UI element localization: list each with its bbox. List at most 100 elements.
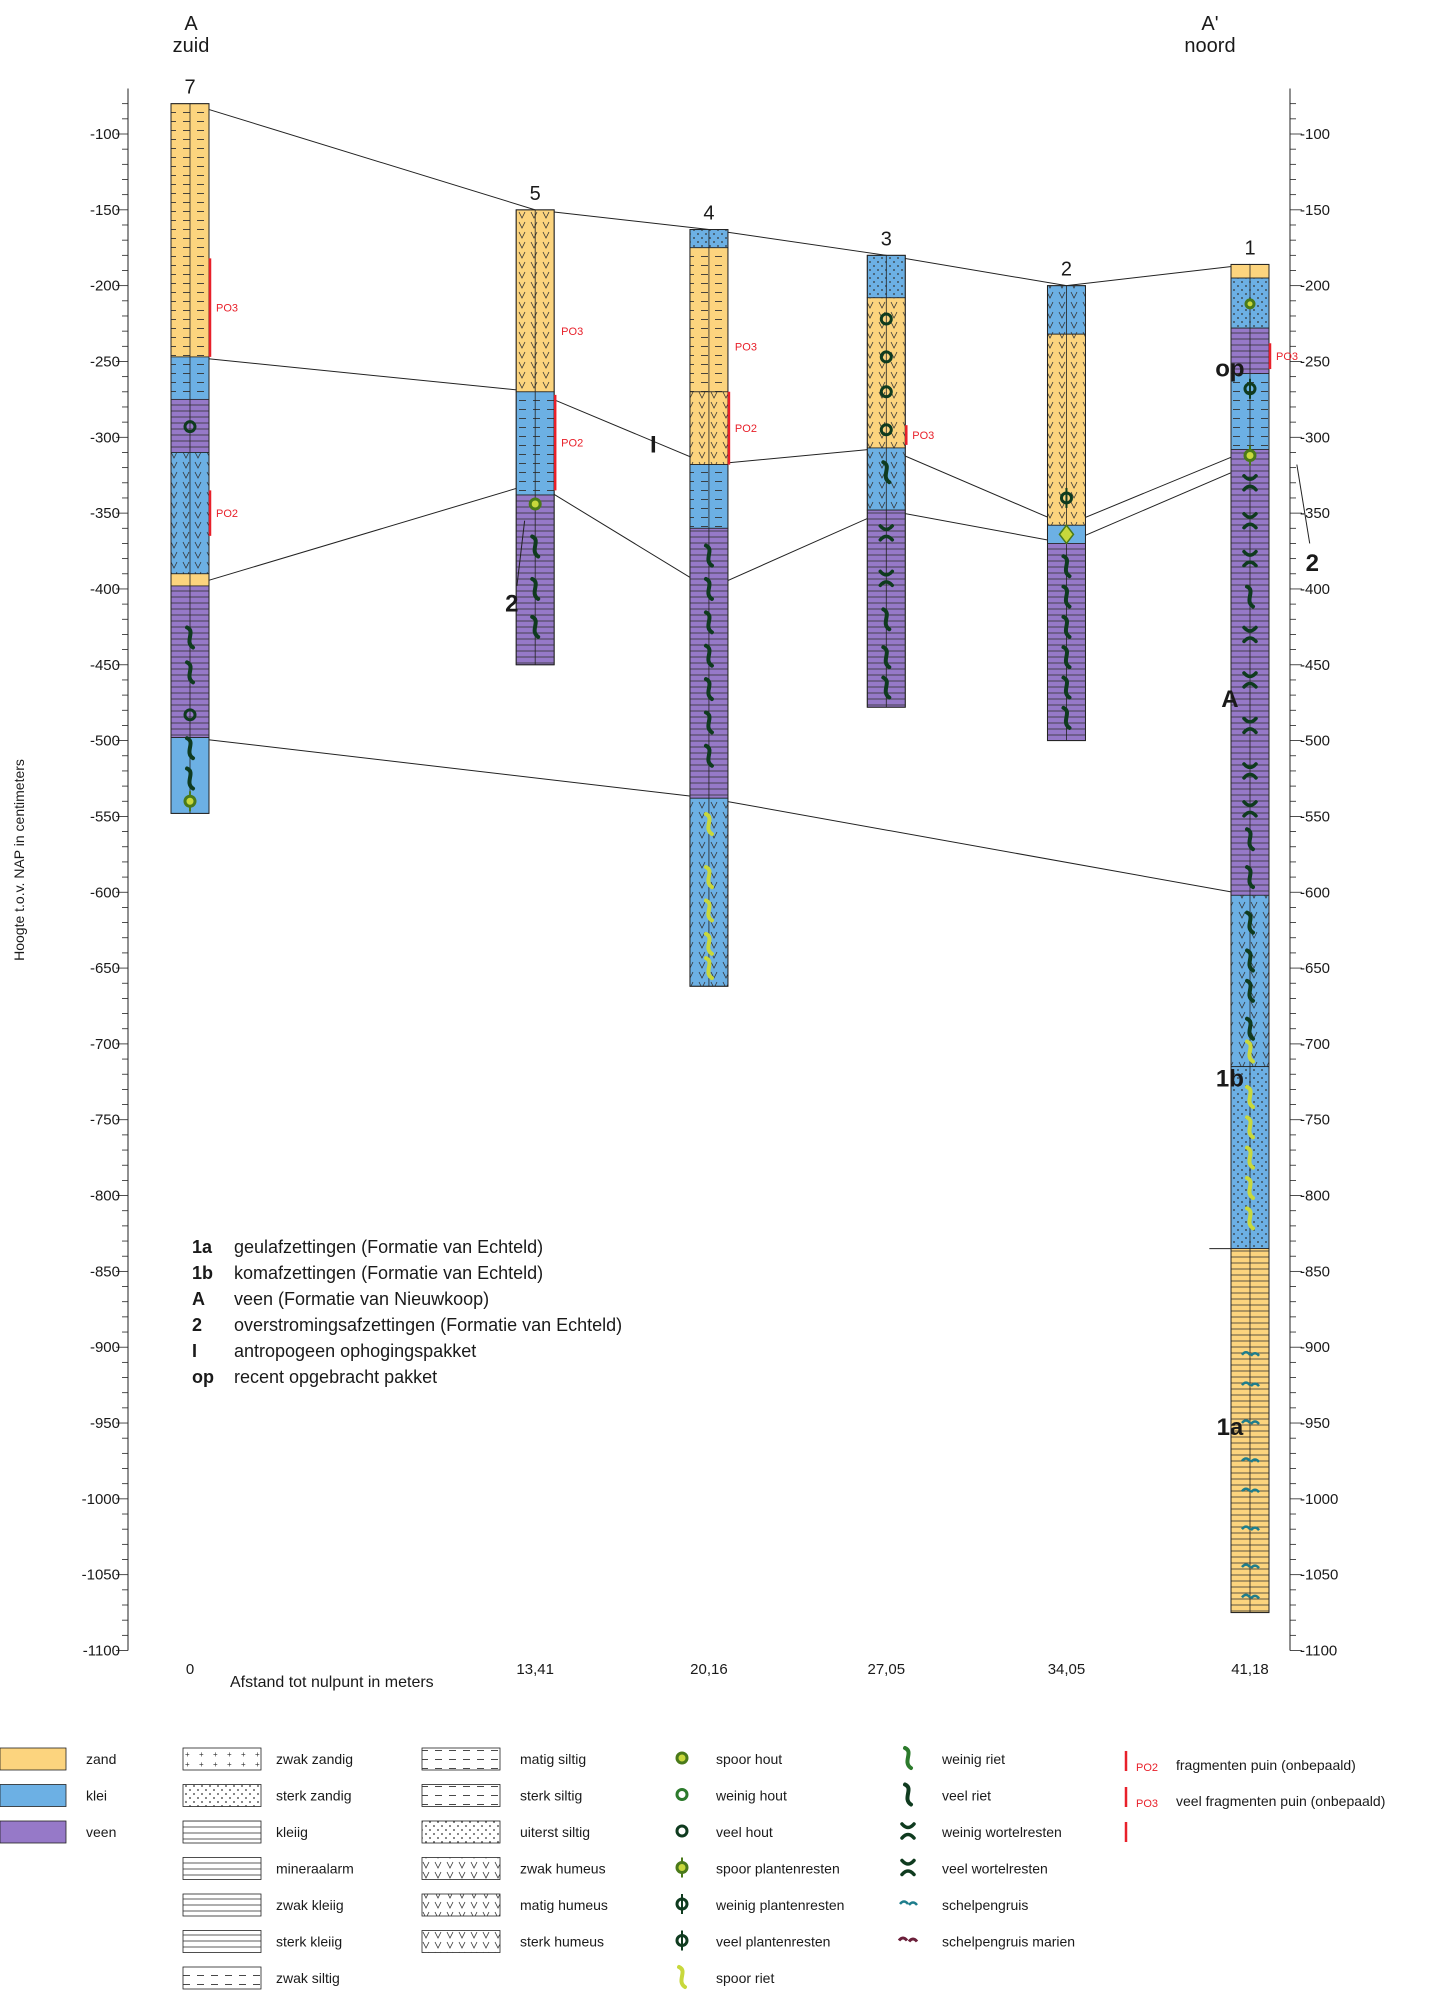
left-tick-label: -950: [90, 1415, 120, 1432]
po-label: PO2: [561, 438, 583, 450]
right-tick-label: -450: [1300, 657, 1330, 674]
hout-icon: [675, 1788, 689, 1801]
riet-icon: [185, 660, 195, 685]
legend-label: spoor hout: [716, 1751, 782, 1767]
legend-pattern-mineraalarm: [183, 1857, 261, 1880]
left-tick-label: -700: [90, 1036, 120, 1053]
header-left-letter: A: [184, 13, 198, 35]
riet-icon: [1061, 705, 1072, 730]
legend-label: weinig wortelresten: [941, 1824, 1062, 1840]
riet-icon: [881, 675, 892, 700]
legend-pattern-sterk_zandig: [183, 1784, 261, 1807]
legend-label: weinig riet: [941, 1751, 1005, 1767]
shell-icon: [1241, 1457, 1260, 1463]
left-tick-label: -1100: [83, 1643, 120, 1660]
right-tick-label: -900: [1300, 1339, 1330, 1356]
left-tick-label: -850: [90, 1263, 120, 1280]
borehole-number: 4: [703, 203, 714, 225]
legend-label: zand: [86, 1751, 116, 1767]
right-tick-label: -950: [1300, 1415, 1330, 1432]
distance-label: 13,41: [516, 1661, 554, 1678]
right-tick-label: -350: [1300, 505, 1330, 522]
riet-icon: [703, 543, 714, 568]
unit-label: 1a: [1217, 1414, 1244, 1441]
header: A zuid A' noord: [173, 13, 1236, 57]
hout-icon: [879, 350, 893, 364]
wortel-icon: [878, 524, 895, 542]
unit-legend-text: overstromingsafzettingen (Formatie van E…: [234, 1315, 622, 1335]
riet-icon: [703, 576, 714, 601]
riet-icon: [530, 534, 541, 559]
left-tick-label: -750: [90, 1112, 120, 1129]
left-tick-label: -400: [90, 581, 120, 598]
riet-icon: [1245, 1175, 1255, 1200]
unit-legend-text: veen (Formatie van Nieuwkoop): [234, 1289, 489, 1309]
legend-swatch-klei: [0, 1784, 67, 1807]
po-label: PO3: [216, 303, 238, 315]
riet-icon: [903, 1782, 913, 1807]
unit-labels: I 2 op 2 A 1b 1a: [505, 356, 1319, 1442]
boundary-line: [189, 103, 1251, 287]
left-tick-label: -900: [90, 1339, 120, 1356]
borehole-frame: [689, 229, 729, 987]
wortel-icon: [1242, 549, 1258, 568]
legend-label: spoor riet: [716, 1970, 774, 1986]
left-tick-label: -550: [90, 808, 120, 825]
riet-icon: [1245, 1084, 1255, 1109]
right-tick-label: -700: [1300, 1036, 1330, 1053]
borehole-5: 5 PO3 PO2: [515, 183, 583, 666]
legend-pattern-zwak_siltig: [183, 1967, 261, 1989]
unit-label: 1b: [1216, 1065, 1244, 1092]
riet-icon: [1245, 584, 1255, 609]
riet-icon: [703, 812, 714, 837]
legend-label: veel riet: [942, 1788, 991, 1804]
riet-icon: [530, 614, 541, 639]
right-tick-label: -300: [1300, 429, 1330, 446]
label-leader: [1296, 464, 1311, 544]
label-leader: [516, 520, 526, 586]
boundary-line: [189, 464, 1251, 590]
right-tick-label: -850: [1300, 1263, 1330, 1280]
legend-pattern-zwak_kleiig: [183, 1894, 261, 1916]
right-tick-label: -1100: [1300, 1643, 1337, 1660]
wortel-icon: [900, 1858, 916, 1877]
po-code: PO3: [1136, 1798, 1158, 1810]
legend-pattern-sterk_kleiig: [183, 1930, 261, 1953]
right-tick-label: -400: [1300, 581, 1330, 598]
shell-icon: [1241, 1419, 1260, 1425]
po-label: PO3: [735, 341, 757, 353]
borehole-4: 4 PO3 PO2: [689, 203, 757, 987]
distance-label: 0: [186, 1661, 194, 1678]
right-tick-label: -800: [1300, 1188, 1330, 1205]
wortel-icon: [900, 1822, 916, 1840]
plant-icon: [1243, 448, 1257, 462]
hout-icon: [675, 1751, 689, 1765]
legend-label: fragmenten puin (onbepaald): [1176, 1757, 1356, 1773]
legend-label: klei: [86, 1788, 107, 1804]
riet-icon: [185, 625, 195, 650]
legend-label: zwak siltig: [276, 1970, 340, 1986]
left-tick-label: -800: [90, 1188, 120, 1205]
right-tick-label: -100: [1300, 126, 1330, 143]
unit-label: 2: [505, 591, 518, 618]
po-label: PO3: [1276, 351, 1298, 363]
unit-legend-code: A: [192, 1289, 205, 1309]
unit-label: A: [1221, 686, 1238, 713]
shell-icon: [1241, 1593, 1260, 1600]
shell-icon: [1241, 1525, 1260, 1532]
legend-label: veen: [86, 1824, 116, 1840]
depth-axes: -100 -100 -150 -150 -200 -200 -250 -250 -300 -300…: [82, 88, 1338, 1678]
wortel-icon: [1242, 511, 1258, 530]
legend-label: matig humeus: [520, 1897, 608, 1913]
unit-legend-code: I: [192, 1341, 197, 1361]
right-tick-label: -250: [1300, 353, 1330, 370]
borehole-7: 7 PO3 PO2: [170, 77, 238, 814]
shell-marine-icon: [897, 1936, 919, 1943]
hout-icon: [675, 1824, 689, 1838]
legend-label: uiterst siltig: [520, 1824, 590, 1840]
riet-icon: [1061, 645, 1072, 670]
header-right-direction: noord: [1184, 35, 1235, 57]
po-code: PO2: [1136, 1762, 1158, 1774]
legend-pattern-zwak_zandig: [183, 1748, 261, 1770]
